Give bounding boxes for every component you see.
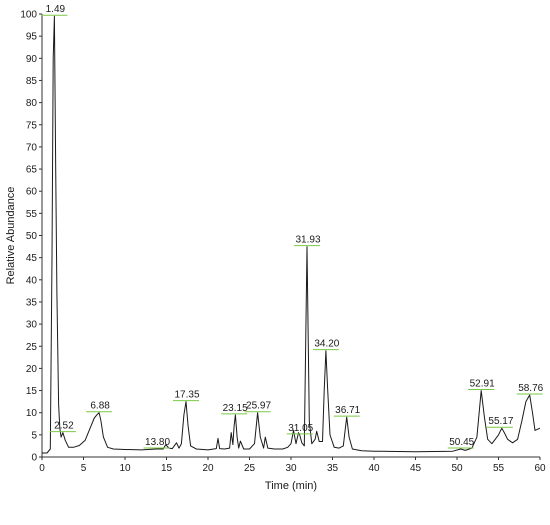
y-tick-label: 75 [26, 120, 38, 131]
peak-label: 1.49 [46, 4, 66, 15]
x-tick-label: 35 [327, 463, 339, 474]
y-tick-label: 10 [26, 408, 38, 419]
peak-label: 36.71 [335, 405, 360, 416]
y-tick-label: 80 [26, 98, 38, 109]
y-tick-label: 15 [26, 386, 38, 397]
peak-label: 2.52 [54, 421, 74, 432]
series-line-0 [42, 15, 541, 454]
x-tick-label: 15 [161, 463, 173, 474]
peak-label: 55.17 [488, 416, 513, 427]
x-axis-title: Time (min) [265, 480, 317, 492]
y-tick-label: 45 [26, 253, 38, 264]
peak-label: 31.05 [288, 423, 313, 434]
y-tick-label: 25 [26, 342, 38, 353]
y-axis-title: Relative Abundance [5, 187, 17, 285]
peak-label: 17.35 [174, 390, 199, 401]
peak-label: 31.93 [296, 235, 321, 246]
y-tick-label: 90 [26, 54, 38, 65]
y-tick-label: 60 [26, 187, 38, 198]
x-tick-label: 25 [244, 463, 256, 474]
x-tick-label: 50 [451, 463, 463, 474]
y-tick-label: 20 [26, 364, 38, 375]
peak-label: 58.76 [518, 383, 543, 394]
y-tick-label: 5 [31, 430, 37, 441]
x-tick-label: 40 [368, 463, 380, 474]
y-tick-label: 85 [26, 76, 38, 87]
x-tick-label: 30 [285, 463, 297, 474]
x-tick-label: 5 [81, 463, 87, 474]
x-tick-label: 0 [39, 463, 45, 474]
axes: 0510152025303540455055606570758085909510… [20, 10, 546, 475]
y-tick-label: 40 [26, 275, 38, 286]
peak-label: 6.88 [90, 401, 110, 412]
y-tick-label: 70 [26, 142, 38, 153]
y-tick-label: 100 [20, 10, 37, 21]
chart-marks [42, 15, 541, 454]
y-tick-label: 50 [26, 231, 38, 242]
x-tick-label: 60 [534, 463, 546, 474]
x-tick-label: 45 [410, 463, 422, 474]
y-tick-label: 30 [26, 320, 38, 331]
y-tick-label: 65 [26, 165, 38, 176]
peak-label: 25.97 [246, 401, 271, 412]
x-tick-label: 10 [119, 463, 131, 474]
peak-label: 13.80 [145, 437, 170, 448]
x-tick-label: 20 [202, 463, 214, 474]
y-tick-label: 55 [26, 209, 38, 220]
peak-label: 23.15 [223, 403, 248, 414]
peak-label: 34.20 [314, 339, 339, 350]
y-tick-label: 35 [26, 297, 38, 308]
x-tick-label: 55 [493, 463, 505, 474]
peak-label: 52.91 [470, 379, 495, 390]
peak-label: 50.45 [449, 437, 474, 448]
y-tick-label: 95 [26, 32, 38, 43]
y-tick-label: 0 [31, 453, 37, 464]
